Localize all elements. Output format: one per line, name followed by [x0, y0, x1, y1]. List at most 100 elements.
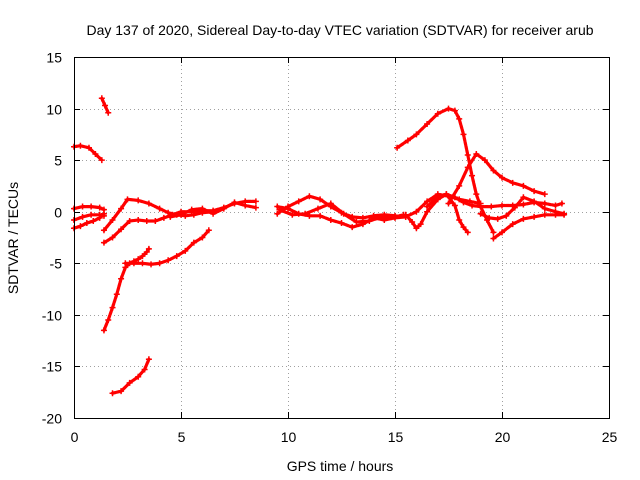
- data-point: [314, 205, 321, 212]
- data-point: [541, 205, 548, 212]
- data-point: [105, 317, 112, 324]
- data-point: [490, 235, 497, 242]
- data-point: [488, 203, 495, 210]
- data-point: [317, 212, 324, 219]
- data-point: [306, 193, 313, 200]
- data-point: [276, 206, 283, 213]
- y-tick-label: -10: [42, 308, 62, 324]
- data-point: [486, 214, 493, 221]
- data-point: [79, 203, 86, 210]
- x-axis-label: GPS time / hours: [287, 458, 394, 474]
- plot-frame: [74, 57, 610, 419]
- data-point: [139, 260, 146, 267]
- data-point: [220, 205, 227, 212]
- data-point: [302, 210, 309, 217]
- data-point: [306, 212, 313, 219]
- data-point: [156, 260, 163, 267]
- data-point: [199, 234, 206, 241]
- data-point: [118, 226, 125, 233]
- data-point: [469, 172, 476, 179]
- series-layer: [71, 95, 568, 397]
- data-point: [98, 157, 105, 164]
- data-point: [473, 150, 480, 157]
- data-point: [139, 253, 146, 260]
- data-point: [109, 234, 116, 241]
- series-arc-i: [102, 199, 258, 245]
- data-point: [252, 198, 259, 205]
- y-tick-label: -20: [42, 411, 62, 427]
- ticks: 0 5 10 15 20 25 -20 -15 -10 -5 0 5 10 15: [42, 50, 618, 446]
- data-point: [451, 194, 458, 201]
- data-point: [531, 188, 538, 195]
- data-point: [445, 105, 452, 112]
- chart-title: Day 137 of 2020, Sidereal Day-to-day VTE…: [86, 22, 593, 38]
- data-point: [456, 216, 463, 223]
- data-point: [499, 174, 505, 181]
- data-point: [165, 209, 172, 216]
- data-point: [477, 203, 484, 210]
- y-tick-label: 0: [54, 205, 62, 221]
- data-point: [520, 201, 527, 208]
- y-tick-label: -5: [50, 256, 63, 272]
- data-point: [122, 260, 129, 267]
- data-point: [552, 211, 559, 218]
- data-point: [160, 214, 167, 221]
- data-point: [113, 291, 120, 298]
- series-arc-p: [446, 152, 547, 206]
- data-point: [490, 167, 497, 174]
- data-point: [460, 199, 467, 206]
- data-point: [167, 213, 174, 220]
- data-point: [561, 211, 568, 218]
- data-point: [451, 107, 458, 114]
- data-point: [252, 204, 259, 211]
- data-point: [434, 193, 441, 200]
- data-point: [190, 211, 197, 218]
- data-point: [349, 224, 356, 231]
- data-point: [413, 225, 420, 232]
- data-point: [77, 223, 84, 230]
- data-point: [558, 200, 565, 207]
- data-point: [327, 216, 334, 223]
- data-point: [451, 202, 458, 209]
- data-point: [156, 205, 163, 212]
- data-point: [490, 229, 497, 236]
- data-point: [531, 198, 538, 205]
- data-point: [404, 137, 411, 144]
- data-point: [165, 257, 172, 264]
- data-point: [413, 131, 420, 138]
- data-point: [274, 203, 281, 210]
- data-point: [402, 211, 409, 218]
- data-point: [417, 221, 424, 228]
- data-point: [366, 217, 373, 224]
- data-point: [96, 211, 103, 218]
- data-point: [443, 191, 450, 198]
- data-point: [464, 164, 471, 171]
- data-point: [135, 373, 142, 380]
- data-point: [145, 245, 152, 252]
- y-tick-label: 5: [54, 153, 62, 169]
- data-point: [118, 205, 125, 212]
- data-point: [409, 219, 416, 226]
- series-arc-g: [110, 357, 151, 395]
- data-point: [477, 210, 484, 217]
- data-point: [424, 208, 431, 215]
- data-point: [135, 216, 142, 223]
- data-point: [295, 198, 302, 205]
- data-point: [274, 210, 281, 217]
- data-point: [102, 102, 109, 109]
- data-point: [317, 196, 324, 203]
- data-point: [135, 197, 142, 204]
- data-point: [126, 217, 133, 224]
- data-point: [503, 212, 510, 219]
- data-point: [178, 211, 184, 218]
- data-point: [199, 205, 206, 212]
- data-point: [190, 239, 197, 246]
- data-point: [499, 229, 505, 236]
- data-point: [494, 215, 501, 222]
- data-point: [242, 202, 249, 209]
- data-point: [285, 205, 291, 212]
- data-point: [98, 95, 105, 102]
- data-point: [100, 327, 107, 334]
- data-point: [353, 219, 360, 226]
